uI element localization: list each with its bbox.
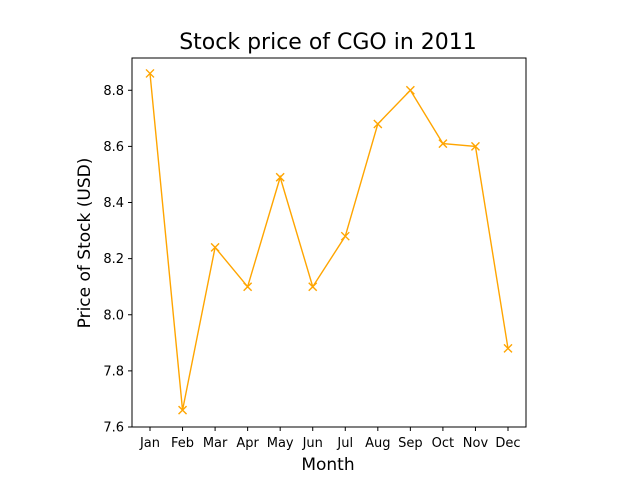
series-group — [145, 68, 513, 415]
y-tick-label: 8.2 — [103, 252, 124, 267]
y-tick-label: 8.6 — [103, 140, 124, 155]
x-tick-label: Dec — [495, 436, 520, 451]
data-point-marker — [405, 85, 415, 95]
x-tick-label: Feb — [171, 436, 194, 451]
x-tick-label: Jan — [139, 436, 160, 451]
y-tick-label: 7.8 — [103, 364, 124, 379]
x-tick-label: Jul — [336, 436, 353, 451]
x-tick-label: Oct — [432, 436, 454, 451]
plot-area — [131, 57, 527, 428]
x-tick-label: Apr — [236, 436, 259, 451]
y-tick-label: 8.0 — [103, 308, 124, 323]
x-tick-label: Sep — [398, 436, 423, 451]
x-tick-label: Aug — [365, 436, 390, 451]
chart-title: Stock price of CGO in 2011 — [179, 30, 477, 55]
x-tick-label: Mar — [203, 436, 228, 451]
y-tick-label: 7.6 — [103, 421, 124, 436]
data-point-marker — [308, 282, 318, 292]
y-tick-label: 8.8 — [103, 84, 124, 99]
x-tick-label: Nov — [463, 436, 489, 451]
y-axis: 7.6 7.8 8.0 8.2 8.4 8.6 8.8 — [103, 84, 132, 436]
y-tick-label: 8.4 — [103, 196, 124, 211]
data-point-marker — [373, 119, 383, 129]
data-point-marker — [340, 231, 350, 241]
data-point-marker — [275, 172, 285, 182]
x-tick-label: Jun — [302, 436, 323, 451]
data-point-marker — [438, 139, 448, 149]
y-axis-label: Price of Stock (USD) — [75, 158, 95, 329]
data-point-marker — [503, 343, 513, 353]
data-point-marker — [178, 405, 188, 415]
data-point-marker — [470, 141, 480, 151]
data-point-marker — [145, 68, 155, 78]
x-axis: Jan Feb Mar Apr May Jun Jul Aug Sep Oct Nov Dec — [139, 427, 521, 451]
x-axis-label: Month — [301, 455, 354, 475]
x-tick-label: May — [267, 436, 294, 451]
data-point-marker — [210, 242, 220, 252]
data-point-marker — [243, 282, 253, 292]
series-line — [149, 73, 509, 411]
